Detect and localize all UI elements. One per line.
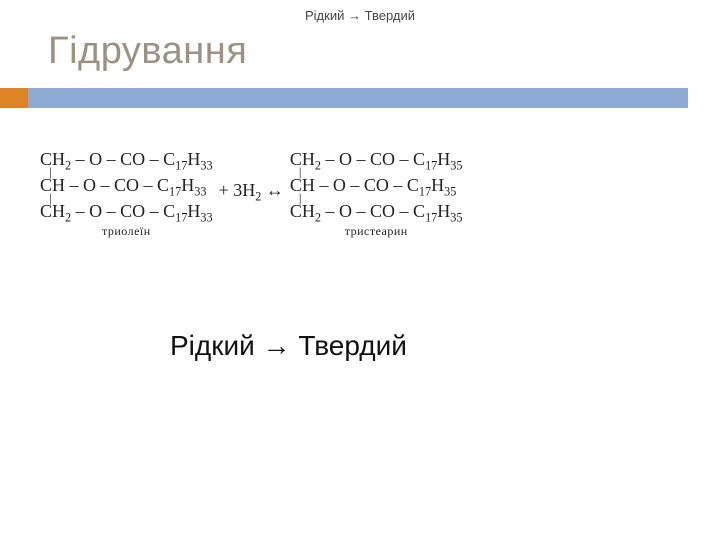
underline-bar bbox=[28, 88, 688, 108]
mol-left-line3: CH2 – O – CO – C17H33 bbox=[40, 202, 213, 220]
accent-block bbox=[0, 88, 28, 108]
mol-right-caption: тристеарин bbox=[290, 224, 463, 239]
reaction-operator: + 3H2 ↔ bbox=[213, 180, 290, 201]
slide: Рідкий → Твердий Гідрування CH2 – O – CO… bbox=[0, 0, 720, 540]
mol-right-line3: CH2 – O – CO – C17H35 bbox=[290, 202, 463, 220]
molecule-right: CH2 – O – CO – C17H35 | CH – O – CO – C1… bbox=[290, 150, 463, 239]
mol-right-line2: CH – O – CO – C17H35 bbox=[290, 176, 463, 194]
chemical-equation: CH2 – O – CO – C17H33 | CH – O – CO – C1… bbox=[40, 150, 680, 239]
state-change-text: Рідкий → Твердий bbox=[170, 330, 407, 362]
mol-right-line1: CH2 – O – CO – C17H35 bbox=[290, 150, 463, 168]
mol-left-line1: CH2 – O – CO – C17H33 bbox=[40, 150, 213, 168]
page-title: Гідрування bbox=[48, 30, 247, 73]
molecule-left: CH2 – O – CO – C17H33 | CH – O – CO – C1… bbox=[40, 150, 213, 239]
mol-left-line2: CH – O – CO – C17H33 bbox=[40, 176, 213, 194]
mol-left-caption: триолеїн bbox=[40, 224, 213, 239]
header-caption: Рідкий → Твердий bbox=[0, 8, 720, 23]
